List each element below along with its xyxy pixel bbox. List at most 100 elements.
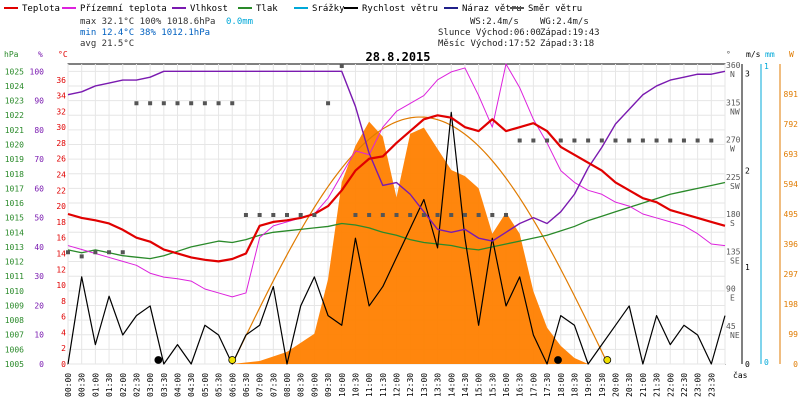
axis-tick-hpa: 1012 — [5, 258, 24, 267]
x-tick-label: 08:00 — [283, 373, 292, 397]
wind-direction-point — [449, 213, 454, 217]
axis-title-temp: °C — [58, 50, 68, 59]
axis-tick-hpa: 1008 — [5, 316, 24, 325]
axis-tick-w: 693 — [784, 150, 799, 159]
wind-direction-point — [202, 101, 207, 106]
axis-title-w: W — [789, 50, 794, 59]
axis-title-dir: ° — [726, 50, 731, 59]
series-wind-direction — [66, 64, 714, 259]
axis-tick-hpa: 1006 — [5, 345, 24, 354]
wind-direction-point — [243, 213, 248, 217]
x-tick-label: 05:00 — [201, 373, 210, 397]
stats-panel: max 32.1°C 100% 1018.6hPa 0.0mm min 12.4… — [80, 17, 253, 49]
x-tick-label: 02:30 — [132, 373, 141, 397]
x-tick-label: 17:30 — [543, 373, 552, 397]
x-tick-label: 04:00 — [174, 373, 183, 397]
wind-direction-point — [476, 213, 481, 217]
wind-direction-point — [668, 138, 673, 143]
x-axis-label: čas — [733, 370, 748, 380]
wind-direction-point — [681, 138, 686, 143]
axis-tick-dir: 135 — [726, 247, 741, 256]
axis-tick-pct: 100 — [30, 67, 45, 76]
x-tick-label: 14:30 — [461, 373, 470, 397]
axis-tick-temp: 20 — [56, 202, 66, 211]
moonset-info: Západ:3:18 — [540, 39, 594, 49]
wind-direction-point — [421, 213, 426, 217]
axis-tick-temp: 24 — [56, 171, 66, 180]
x-tick-label: 11:00 — [365, 373, 374, 397]
x-tick-label: 17:00 — [529, 373, 538, 397]
x-tick-label: 08:30 — [297, 373, 306, 397]
axis-tick-pct: 40 — [34, 243, 44, 252]
x-tick-label: 09:00 — [310, 373, 319, 397]
series-solar-radiation — [232, 121, 589, 364]
axis-tick-w: 396 — [784, 240, 799, 249]
wind-direction-point — [394, 213, 399, 217]
axis-tick-dir: 45 — [726, 322, 736, 331]
x-tick-label: 12:30 — [406, 373, 415, 397]
wind-speed-info: WS:2.4m/s — [470, 17, 519, 27]
x-tick-label: 21:30 — [653, 373, 662, 397]
x-tick-label: 15:30 — [488, 373, 497, 397]
x-tick-label: 04:30 — [187, 373, 196, 397]
wind-direction-point — [504, 213, 508, 217]
x-tick-label: 10:30 — [351, 373, 360, 397]
x-tick-label: 20:00 — [612, 373, 621, 397]
axis-tick-hpa: 1015 — [5, 214, 24, 223]
legend-label: Teplota — [22, 4, 60, 14]
axis-tick-temp: 0 — [61, 360, 66, 369]
x-tick-label: 01:00 — [91, 373, 100, 397]
sunset-info: Západ:19:43 — [540, 28, 600, 38]
x-tick-label: 19:30 — [598, 373, 607, 397]
axis-tick-dir: 270 — [726, 136, 741, 145]
x-tick-label: 03:00 — [146, 373, 155, 397]
axis-tick-dir-name: NE — [730, 331, 740, 340]
axis-tick-mm: 0 — [764, 358, 769, 367]
wind-direction-point — [175, 101, 180, 106]
wind-direction-point — [654, 138, 659, 143]
axis-tick-pct: 50 — [34, 214, 44, 223]
x-tick-label: 20:30 — [625, 373, 634, 397]
axis-tick-hpa: 1021 — [5, 126, 24, 135]
x-tick-label: 21:00 — [639, 373, 648, 397]
axis-tick-temp: 34 — [56, 92, 66, 101]
axis-tick-dir-name: N — [730, 70, 735, 79]
axis-tick-mm: 1 — [764, 62, 769, 71]
wind-direction-point — [695, 138, 700, 143]
x-tick-label: 02:00 — [119, 373, 128, 397]
axis-tick-ms: 1 — [745, 263, 750, 272]
legend: Teplota Přízemní teplota Vlhkost Tlak Srážky… — [4, 4, 582, 14]
wind-direction-point — [380, 213, 385, 217]
axis-tick-ms: 2 — [745, 166, 750, 175]
axis-tick-temp: 36 — [56, 76, 66, 85]
axis-title-ms: m/s — [746, 50, 761, 59]
x-tick-label: 16:00 — [502, 373, 511, 397]
wind-info-panel: WS:2.4m/s WG:2.4m/s Slunce Východ:06:00 … — [438, 17, 600, 49]
x-tick-label: 16:30 — [516, 373, 525, 397]
axis-tick-hpa: 1020 — [5, 140, 24, 149]
axis-tick-w: 891 — [784, 90, 799, 99]
legend-item: Teplota — [4, 4, 60, 14]
axis-tick-dir-name: NW — [730, 107, 740, 116]
x-tick-label: 23:30 — [707, 373, 716, 397]
stats-max: max 32.1°C 100% 1018.6hPa — [80, 17, 215, 27]
axis-tick-hpa: 1007 — [5, 331, 24, 340]
legend-item: Náraz větru — [444, 4, 522, 14]
legend-item: Tlak — [238, 4, 278, 14]
wind-direction-point — [230, 101, 235, 106]
moon-marker — [554, 356, 562, 364]
x-tick-label: 10:00 — [338, 373, 347, 397]
axis-tick-temp: 2 — [61, 344, 66, 353]
axis-tick-temp: 14 — [56, 249, 66, 258]
axis-tick-temp: 4 — [61, 328, 66, 337]
axis-tick-dir-name: SW — [730, 182, 740, 191]
x-tick-label: 05:30 — [215, 373, 224, 397]
wind-direction-point — [93, 250, 98, 255]
x-tick-label: 13:00 — [420, 373, 429, 397]
axis-tick-pct: 80 — [34, 126, 44, 135]
x-tick-label: 11:30 — [379, 373, 388, 397]
wind-direction-point — [408, 213, 413, 217]
x-tick-label: 06:30 — [242, 373, 251, 397]
x-tick-label: 12:00 — [393, 373, 402, 397]
legend-item: Rychlost větru — [344, 4, 438, 14]
